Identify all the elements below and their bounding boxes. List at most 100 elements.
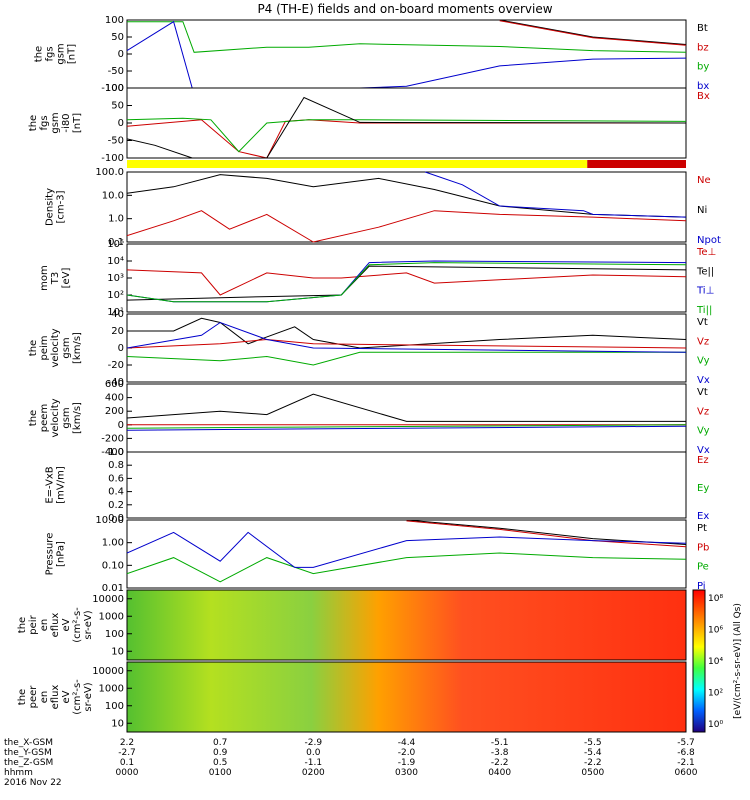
footer-value: -4.4 xyxy=(398,738,416,748)
footer-row-label: the_Z-GSM xyxy=(4,758,53,768)
panel-peim_velocity: 40 20 0 -20 -40 the peim velocity gsm [km/s] Vt Vz V… xyxy=(28,309,710,388)
panel-frame xyxy=(126,661,687,733)
ytick-label: 0 xyxy=(118,420,124,431)
ytitle-line: the xyxy=(17,689,28,705)
series-line-vy xyxy=(126,424,687,429)
panel-frame xyxy=(126,451,687,519)
series-line-pe xyxy=(126,552,687,583)
series-line-ti⊥ xyxy=(126,260,687,303)
ytick-label: -50 xyxy=(108,66,124,77)
ytick-label: 100 xyxy=(105,701,124,712)
footer-date: 2016 Nov 22 xyxy=(4,778,62,788)
footer-value: -2.7 xyxy=(118,748,136,758)
ytick-label: 1.0 xyxy=(108,447,124,458)
ytitle-line: gsm xyxy=(61,337,72,358)
series-line-vy xyxy=(126,351,686,366)
ytitle-line: eV xyxy=(61,690,72,703)
ytick-label: -20 xyxy=(108,360,124,371)
series-line-vx xyxy=(126,425,687,431)
ytick-label: 0.6 xyxy=(108,473,124,484)
spin-bar-segment xyxy=(127,160,588,168)
ytitle-line: the xyxy=(34,46,45,62)
series-line-vt xyxy=(127,317,687,349)
legend-entry: Ez xyxy=(697,455,709,466)
footer-value: 0400 xyxy=(488,768,511,778)
colorbar-tick: 10⁸ xyxy=(708,594,723,604)
legend-entry: Bx xyxy=(697,91,710,102)
panel-peem_velocity: 600 400 200 0 -200 -400 the peem velocity gsm [km/… xyxy=(28,379,710,458)
panel-fgs_gsm: 100 50 0 -50 -100 the fgs gsm [nT] Bt bz by bx xyxy=(34,15,710,94)
legend-entry: bz xyxy=(697,42,709,53)
ytick-label: 10.0 xyxy=(102,190,124,201)
ytick-label: 0.01 xyxy=(102,583,124,594)
legend-entry: Vy xyxy=(697,356,710,367)
legend-entry: Bt xyxy=(697,23,708,34)
legend-entry: Vt xyxy=(697,387,708,398)
ytitle-line: gsm xyxy=(61,407,72,428)
colorbar-tick: 10² xyxy=(708,689,723,699)
ytick-label: 10 xyxy=(111,646,124,657)
legend-entry: Vz xyxy=(697,336,709,347)
footer-value: 0000 xyxy=(116,768,139,778)
ytitle-line: en xyxy=(39,691,50,704)
footer-value: 0300 xyxy=(395,768,418,778)
panel-frame xyxy=(126,313,687,383)
legend-entry: Pe xyxy=(697,562,709,573)
footer-value: 0.0 xyxy=(306,748,321,758)
footer-value: 2.2 xyxy=(120,738,134,748)
ytick-label: 0.1 xyxy=(108,237,124,248)
legend-entry: Pb xyxy=(697,542,709,553)
ytick-label: 10¹ xyxy=(107,307,124,318)
series-line-trace xyxy=(126,117,687,153)
ytick-label: 20 xyxy=(111,326,124,337)
legend-entry: Vt xyxy=(697,317,708,328)
ytick-label: 0.10 xyxy=(102,560,124,571)
footer-value: -5.5 xyxy=(584,738,602,748)
ytitle-line: [km/s] xyxy=(72,402,83,434)
legend-entry: Vx xyxy=(697,375,710,386)
footer-value: 0500 xyxy=(581,768,604,778)
ytick-label: -100 xyxy=(101,153,124,164)
series-line-ni xyxy=(126,174,687,218)
legend-entry: Npot xyxy=(697,235,721,246)
ytick-label: 100 xyxy=(105,629,124,640)
series-line-by xyxy=(127,21,687,53)
series-line-vt xyxy=(126,393,686,422)
ytitle-line: eflux xyxy=(50,613,61,638)
series-line-ti|| xyxy=(126,262,687,303)
ytick-label: -40 xyxy=(108,377,124,388)
ytitle-line: the xyxy=(17,617,28,633)
panel-pressure: 10.00 1.00 0.10 0.01 Pressure [nPa] Pt Pb Pe Pi xyxy=(45,515,710,594)
ytick-label: 100.0 xyxy=(95,167,124,178)
ytitle-line: peer xyxy=(28,685,39,709)
ytick-label: 100 xyxy=(105,83,124,94)
ytitle-line: mom xyxy=(39,265,50,291)
ytitle-line: gsm xyxy=(50,112,61,133)
footer-value: -5.7 xyxy=(677,738,695,748)
panel-mom_temp: 10⁵ 10⁴ 10³ 10² 10¹ mom T3 [eV] Te⊥ Te|| Ti⊥ Ti|| xyxy=(39,239,716,318)
footer-value: 0.9 xyxy=(213,748,228,758)
series-line-ne xyxy=(126,210,687,243)
legend-entry: Vx xyxy=(697,445,710,456)
ytitle-line: [mV/m] xyxy=(56,466,67,504)
ytitle-line: -i80 xyxy=(61,113,72,132)
ytick-label: 50 xyxy=(111,101,124,112)
ytitle-line: en xyxy=(39,619,50,632)
footer-value: -2.1 xyxy=(677,758,695,768)
footer-value: -1.9 xyxy=(398,758,416,768)
ytick-label: 100 xyxy=(105,15,124,26)
series-line-te⊥ xyxy=(126,269,687,296)
footer-value: 0200 xyxy=(302,768,325,778)
ytitle-line: eV xyxy=(61,618,72,631)
spectrogram-image xyxy=(127,662,686,732)
ytick-label: 0 xyxy=(118,118,124,129)
legend-entry: Ex xyxy=(697,511,709,522)
ytitle-line: T3 xyxy=(50,272,61,285)
colorbar xyxy=(692,589,706,733)
ytick-label: 40 xyxy=(111,309,124,320)
legend-entry: Ey xyxy=(697,483,709,494)
colorbar-tick: 10⁴ xyxy=(708,657,723,667)
colorbar-tick: 10⁰ xyxy=(708,720,723,730)
footer-value: 0600 xyxy=(675,768,698,778)
ytick-label: 10 xyxy=(111,718,124,729)
